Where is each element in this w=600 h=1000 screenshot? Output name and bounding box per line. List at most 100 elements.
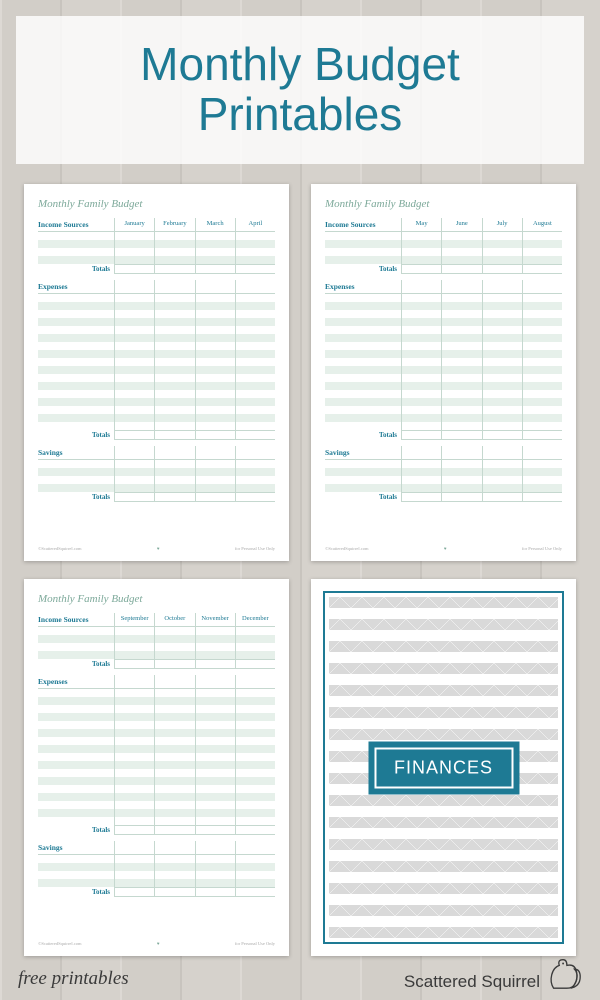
cover-label-box: FINANCES (368, 741, 519, 794)
table-row (38, 705, 275, 713)
table-row (38, 697, 275, 705)
table-row (38, 406, 275, 414)
section-label: Expenses (38, 280, 114, 293)
totals-row: Totals (325, 430, 562, 440)
table-row (38, 358, 275, 366)
table-row (325, 318, 562, 326)
page-title: Monthly Family Budget (38, 198, 275, 210)
section-header: Income SourcesMayJuneJulyAugust (325, 218, 562, 232)
section-header: Expenses (38, 675, 275, 689)
table-row (325, 374, 562, 382)
table-row (38, 809, 275, 817)
totals-row: Totals (325, 492, 562, 502)
table-row (325, 232, 562, 240)
month-header: December (235, 613, 275, 626)
footer-brand-wrap: Scattered Squirrel (404, 954, 584, 992)
table-row (38, 785, 275, 793)
table-row (38, 390, 275, 398)
section-label: Income Sources (38, 613, 114, 626)
totals-row: Totals (38, 659, 275, 669)
totals-label: Totals (38, 492, 114, 502)
table-row (38, 414, 275, 422)
section-header: Expenses (325, 280, 562, 294)
table-row (38, 761, 275, 769)
page-footer: ©ScatteredSquirrel.com ♥ for Personal Use … (325, 542, 562, 551)
table-row (38, 713, 275, 721)
table-row (38, 863, 275, 871)
table-row (38, 855, 275, 863)
title-line-1: Monthly Budget (140, 38, 460, 90)
table-row (38, 879, 275, 887)
month-header: July (482, 218, 522, 231)
table-row (38, 651, 275, 659)
footer-usage: for Personal Use Only (522, 546, 562, 551)
section-label: Expenses (38, 675, 114, 688)
table-row (38, 248, 275, 256)
table-row (325, 358, 562, 366)
totals-label: Totals (38, 659, 114, 669)
table-row (38, 302, 275, 310)
table-row (325, 414, 562, 422)
table-row (325, 366, 562, 374)
section-header: Savings (325, 446, 562, 460)
header-banner: Monthly Budget Printables (16, 16, 584, 164)
table-row (38, 232, 275, 240)
table-row (38, 635, 275, 643)
table-row (325, 256, 562, 264)
section-label: Savings (38, 446, 114, 459)
table-row (38, 342, 275, 350)
section-label: Savings (38, 841, 114, 854)
table-row (38, 294, 275, 302)
month-header: February (154, 218, 194, 231)
totals-label: Totals (38, 264, 114, 274)
table-row (38, 374, 275, 382)
table-row (325, 326, 562, 334)
month-header: October (154, 613, 194, 626)
table-row (38, 871, 275, 879)
section-header: Expenses (38, 280, 275, 294)
table-row (38, 801, 275, 809)
table-row (325, 310, 562, 318)
heart-icon: ♥ (157, 941, 160, 946)
table-row (38, 382, 275, 390)
section-label: Income Sources (38, 218, 114, 231)
totals-label: Totals (38, 430, 114, 440)
table-row (38, 476, 275, 484)
table-row (38, 729, 275, 737)
table-row (38, 689, 275, 697)
section-header: Income SourcesSeptemberOctoberNovemberDe… (38, 613, 275, 627)
footer-copyright: ©ScatteredSquirrel.com (325, 546, 369, 551)
footer-usage: for Personal Use Only (235, 941, 275, 946)
table-row (325, 350, 562, 358)
totals-label: Totals (325, 492, 401, 502)
month-header: August (522, 218, 562, 231)
page-footer: ©ScatteredSquirrel.com♥for Personal Use … (38, 542, 275, 551)
table-row (38, 721, 275, 729)
footer-tagline: free printables (18, 968, 129, 990)
heart-icon: ♥ (444, 546, 447, 551)
totals-row: Totals (38, 430, 275, 440)
pages-grid: Monthly Family BudgetIncome SourcesJanua… (24, 184, 576, 956)
title-line-2: Printables (198, 88, 403, 140)
footer-copyright: ©ScatteredSquirrel.com (38, 546, 82, 551)
table-row (38, 627, 275, 635)
cover-label: FINANCES (374, 747, 513, 788)
table-row (325, 334, 562, 342)
budget-page-q2: Monthly Family Budget Income SourcesMayJu… (311, 184, 576, 561)
footer-copyright: ©ScatteredSquirrel.com (38, 941, 82, 946)
page-footer: ©ScatteredSquirrel.com ♥ for Personal Use … (38, 937, 275, 946)
table-row (38, 398, 275, 406)
table-row (325, 302, 562, 310)
totals-row: Totals (38, 825, 275, 835)
month-header: January (114, 218, 154, 231)
table-row (38, 256, 275, 264)
header-title: Monthly Budget Printables (140, 40, 460, 139)
table-row (325, 390, 562, 398)
section-label: Savings (325, 446, 401, 459)
page-title: Monthly Family Budget (38, 593, 275, 605)
table-row (325, 240, 562, 248)
page-title: Monthly Family Budget (325, 198, 562, 210)
month-header: September (114, 613, 154, 626)
table-row (38, 366, 275, 374)
totals-row: Totals (325, 264, 562, 274)
